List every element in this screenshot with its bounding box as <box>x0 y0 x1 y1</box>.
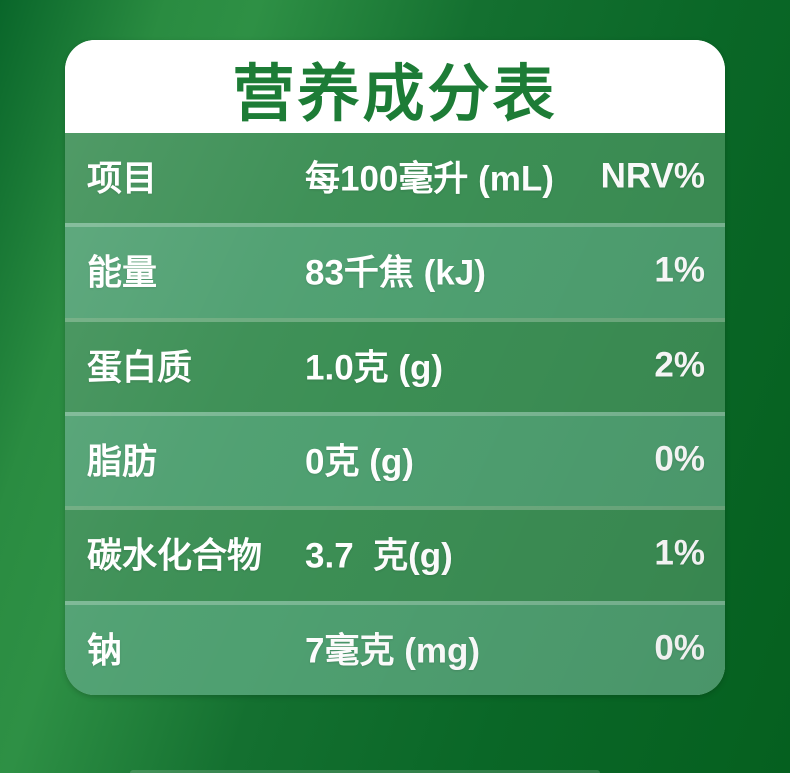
nutrition-card: 营养成分表 项目 每100毫升 (mL) NRV% 能量 83千焦 (kJ) 1… <box>65 40 725 695</box>
card-header: 营养成分表 <box>65 40 725 133</box>
table-row: 钠 7毫克 (mg) 0% <box>65 600 725 695</box>
row-label: 钠 <box>87 631 123 671</box>
table-row: 项目 每100毫升 (mL) NRV% <box>65 133 725 224</box>
row-label: 能量 <box>87 253 158 293</box>
row-label: 蛋白质 <box>87 348 193 388</box>
row-amount: 每100毫升 (mL) <box>305 159 554 199</box>
row-amount: 0克 (g) <box>305 442 414 482</box>
row-amount: 7毫克 (mg) <box>305 631 481 671</box>
table-row: 脂肪 0克 (g) 0% <box>65 411 725 507</box>
row-nrv: 0% <box>654 628 705 668</box>
table-row: 能量 83千焦 (kJ) 1% <box>65 223 725 318</box>
row-label: 碳水化合物 <box>87 536 263 576</box>
row-nrv: NRV% <box>600 156 705 196</box>
row-nrv: 0% <box>654 439 705 479</box>
row-nrv: 1% <box>654 533 705 573</box>
row-amount: 3.7 克(g) <box>305 536 453 576</box>
table-row: 碳水化合物 3.7 克(g) 1% <box>65 506 725 601</box>
nutrition-table: 项目 每100毫升 (mL) NRV% 能量 83千焦 (kJ) 1% 蛋白质 … <box>65 133 725 695</box>
row-amount: 1.0克 (g) <box>305 348 444 388</box>
row-nrv: 2% <box>654 345 705 385</box>
nutrition-table-title: 营养成分表 <box>232 59 558 129</box>
row-nrv: 1% <box>654 250 705 290</box>
row-label: 项目 <box>87 159 158 199</box>
row-amount: 83千焦 (kJ) <box>305 253 486 293</box>
row-label: 脂肪 <box>87 442 158 482</box>
next-section-hint <box>130 770 600 773</box>
table-row: 蛋白质 1.0克 (g) 2% <box>65 317 725 412</box>
